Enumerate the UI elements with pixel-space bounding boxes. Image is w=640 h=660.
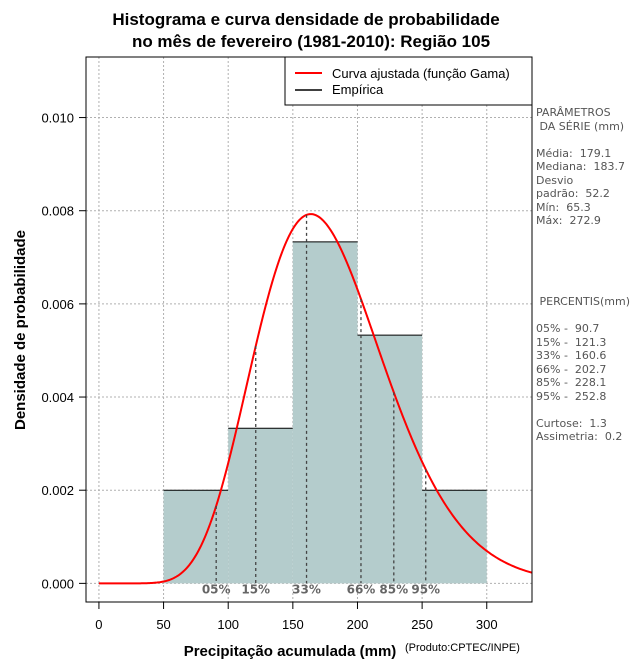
x-axis: 0 50 100 150 200 250 300 — [95, 601, 498, 632]
percentile-label-6: 95% — [411, 582, 440, 596]
histogram-bar-4 — [357, 335, 423, 584]
pct-95: 95% - 252.8 — [536, 389, 607, 403]
y-axis: 0.000 0.002 0.004 0.006 0.008 0.010 — [41, 111, 87, 591]
x-tick-label-50: 50 — [156, 617, 170, 632]
stat-max: Máx: 272.9 — [536, 214, 601, 227]
x-tick-label-300: 300 — [476, 617, 498, 632]
gamma-curve-layer — [98, 213, 533, 585]
stat-min: Mín: 65.3 — [536, 200, 591, 214]
params-title-1: PARÂMETROS — [536, 106, 611, 119]
x-tick-label-0: 0 — [95, 617, 102, 632]
histogram-bar-2 — [228, 428, 293, 584]
y-tick-label-1: 0.002 — [41, 483, 74, 498]
histogram-bar-3 — [292, 241, 358, 584]
histogram-bar-5 — [422, 490, 487, 584]
stat-media: Média: 179.1 — [536, 146, 612, 160]
pct-33: 33% - 160.6 — [536, 349, 607, 362]
stat-curtose: Curtose: 1.3 — [536, 416, 607, 430]
y-axis-title: Densidade de probabilidade — [12, 230, 29, 430]
legend-label-fit: Curva ajustada (função Gama) — [332, 66, 510, 81]
percentile-label-1: 05% — [202, 582, 231, 596]
legend: Curva ajustada (função Gama) Empírica — [284, 56, 533, 106]
stat-desvio-label: Desvio — [536, 173, 574, 187]
x-tick-label-250: 250 — [411, 617, 433, 632]
x-axis-title: Precipitação acumulada (mm) — [184, 643, 397, 660]
gamma-fit-curve — [98, 213, 533, 585]
credit-text: (Produto:CPTEC/INPE) — [405, 642, 520, 654]
percentile-markers: 05% 15% 33% 66% 85% 95% — [202, 214, 440, 596]
legend-label-empirical: Empírica — [332, 82, 384, 97]
x-tick-label-100: 100 — [217, 617, 239, 632]
legend-box — [284, 56, 533, 106]
histogram-bars — [163, 241, 487, 584]
chart-title-line1: Histograma e curva densidade de probabil… — [112, 10, 499, 29]
pct-85: 85% - 228.1 — [536, 376, 607, 389]
percentile-label-4: 66% — [347, 582, 376, 596]
stat-desvio-value: padrão: 52.2 — [536, 187, 610, 200]
y-tick-label-5: 0.010 — [41, 111, 74, 126]
chart-title-line2: no mês de fevereiro (1981-2010): Região … — [132, 32, 490, 51]
pct-05: 05% - 90.7 — [536, 322, 600, 335]
histogram-bar-1 — [163, 490, 229, 584]
pct-66: 66% - 202.7 — [536, 362, 607, 376]
y-tick-label-0: 0.000 — [41, 576, 74, 591]
percentile-label-3: 33% — [292, 582, 321, 596]
series-stats-panel: PARÂMETROS DA SÉRIE (mm) Média: 179.1 Me… — [536, 106, 640, 444]
x-tick-label-200: 200 — [347, 617, 369, 632]
params-title-2: DA SÉRIE (mm) — [536, 119, 625, 133]
y-tick-label-2: 0.004 — [41, 390, 74, 405]
percentile-label-5: 85% — [379, 582, 408, 596]
percentile-label-2: 15% — [241, 582, 270, 596]
pct-15: 15% - 121.3 — [536, 335, 607, 349]
stat-mediana: Mediana: 183.7 — [536, 160, 625, 173]
stat-assimetria: Assimetria: 0.2 — [536, 430, 623, 443]
y-tick-label-4: 0.008 — [41, 204, 74, 219]
y-tick-label-3: 0.006 — [41, 297, 74, 312]
x-tick-label-150: 150 — [282, 617, 304, 632]
percentis-title: PERCENTIS(mm) — [536, 295, 630, 308]
